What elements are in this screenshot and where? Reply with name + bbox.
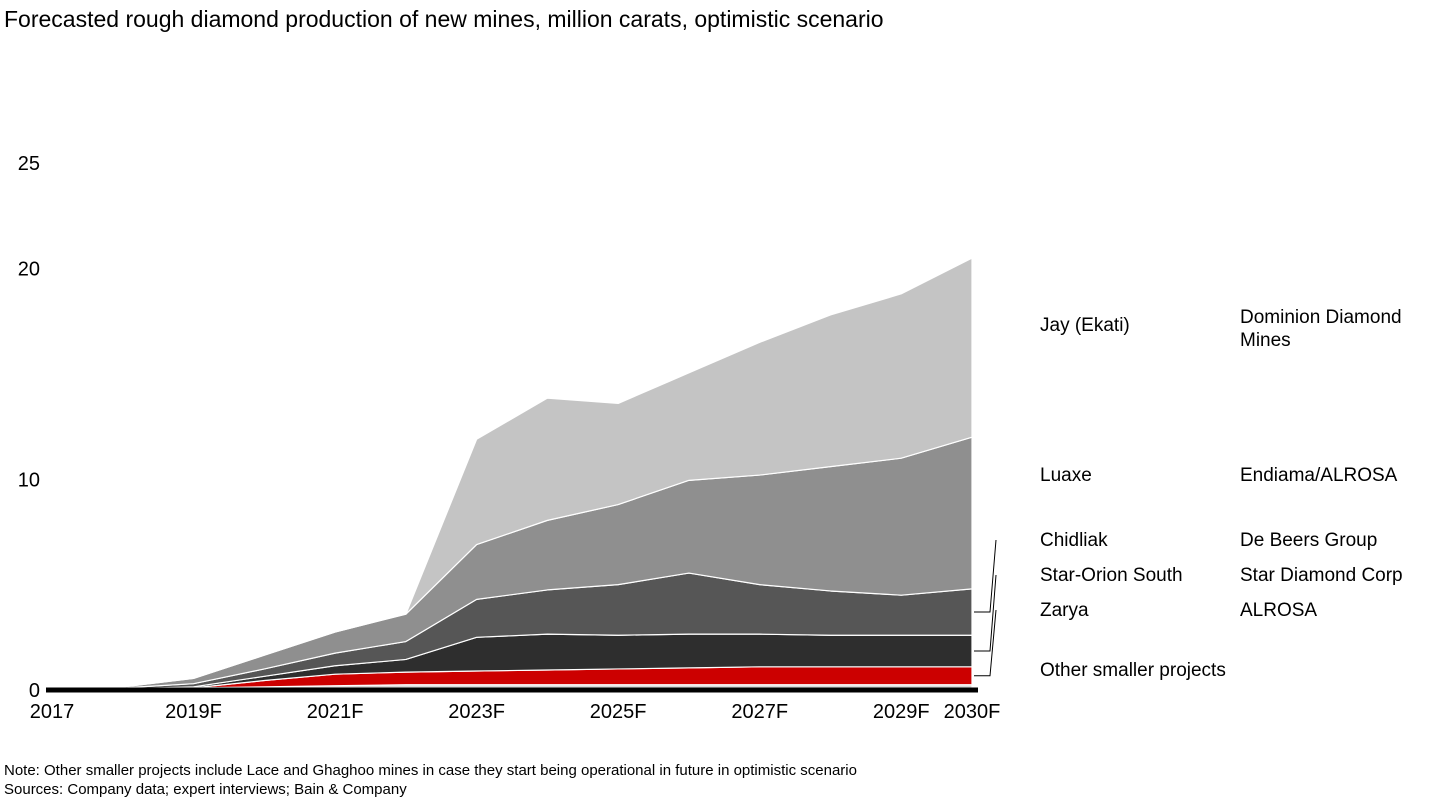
y-tick-label: 20 bbox=[18, 259, 40, 281]
legend-company-chidliak: De Beers Group bbox=[1240, 530, 1440, 553]
leader-line-chidliak bbox=[974, 540, 996, 612]
legend-label-starorion: Star-Orion South bbox=[1040, 565, 1183, 587]
footnote-sources: Sources: Company data; expert interviews… bbox=[4, 781, 407, 798]
legend-label-luaxe: Luaxe bbox=[1040, 465, 1092, 487]
legend-label-zarya: Zarya bbox=[1040, 600, 1089, 622]
stacked-area-chart: 0 10 20 25 2017 2019F 2021F 2023F 2025F 2027F 2029… bbox=[0, 40, 1000, 745]
legend-company-starorion: Star Diamond Corp bbox=[1240, 565, 1440, 588]
legend-label-jay: Jay (Ekati) bbox=[1040, 315, 1130, 337]
footnote-note: Note: Other smaller projects include Lac… bbox=[4, 762, 857, 779]
y-tick-label: 25 bbox=[18, 153, 40, 175]
x-tick-label: 2030F bbox=[944, 701, 1000, 723]
y-tick-label: 10 bbox=[18, 469, 40, 491]
chart-title: Forecasted rough diamond production of n… bbox=[4, 6, 884, 33]
legend-label-chidliak: Chidliak bbox=[1040, 530, 1108, 552]
x-tick-label: 2029F bbox=[873, 701, 930, 723]
legend-company-luaxe: Endiama/ALROSA bbox=[1240, 465, 1440, 488]
legend-label-other: Other smaller projects bbox=[1040, 660, 1226, 682]
y-tick-label: 0 bbox=[29, 680, 40, 702]
x-tick-label: 2023F bbox=[448, 701, 505, 723]
leader-line-starorion bbox=[974, 575, 996, 651]
x-tick-label: 2025F bbox=[590, 701, 647, 723]
x-tick-label: 2019F bbox=[165, 701, 222, 723]
x-tick-label: 2027F bbox=[731, 701, 788, 723]
x-tick-label: 2017 bbox=[30, 701, 75, 723]
legend-company-jay: Dominion Diamond Mines bbox=[1240, 307, 1440, 353]
legend-company-zarya: ALROSA bbox=[1240, 600, 1440, 623]
x-tick-label: 2021F bbox=[307, 701, 364, 723]
